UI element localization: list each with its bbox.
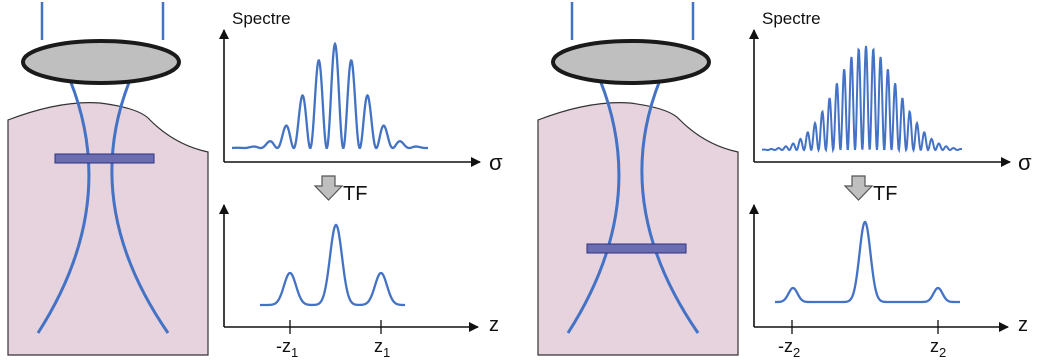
right-beam-right-curve [640,79,700,334]
left-beam-right-curve [110,79,170,334]
left-tick-label-minus: -z1 [276,336,298,360]
left-transform-arrow: TF [313,175,367,205]
right-transform-arrow: TF [843,175,897,205]
right-spectrum-x-label: σ [1018,150,1032,175]
right-tick-label-minus: -z2 [778,336,800,360]
left-spectrum-plot: Spectre σ [219,9,503,175]
right-beam-left-curve [566,79,621,334]
left-signal-curve [260,223,405,307]
left-signal-x-label: z [489,314,499,336]
right-tick-label-plus: z2 [930,336,946,360]
right-lens [551,39,711,85]
right-tf-label: TF [873,183,897,205]
left-panel: Spectre σ TF z -z1 z1 [7,2,503,360]
right-spectrum-curve [761,45,963,154]
left-sample-block [7,102,209,356]
left-spectrum-curve [231,41,429,150]
right-signal-plot: z -z2 z2 [749,204,1028,360]
right-focal-slab [586,243,687,254]
right-signal-curve [774,220,960,304]
left-lens [21,39,181,85]
right-spectrum-title: Spectre [762,9,821,28]
left-beam-left-curve [36,79,91,334]
right-panel: Spectre σ TF z -z2 z2 [537,2,1032,360]
left-spectrum-title: Spectre [232,9,291,28]
right-microscope [537,2,739,356]
left-tick-label-plus: z1 [374,336,390,360]
left-down-arrow-icon [313,175,344,201]
right-down-arrow-icon [843,175,874,201]
left-tf-label: TF [343,183,367,205]
right-signal-x-label: z [1018,314,1028,336]
left-focal-slab [54,153,155,164]
left-signal-plot: z -z1 z1 [219,204,499,360]
left-microscope [7,2,209,356]
left-spectrum-x-label: σ [489,150,503,175]
right-sample-block [537,102,739,356]
right-spectrum-plot: Spectre σ [749,9,1032,175]
